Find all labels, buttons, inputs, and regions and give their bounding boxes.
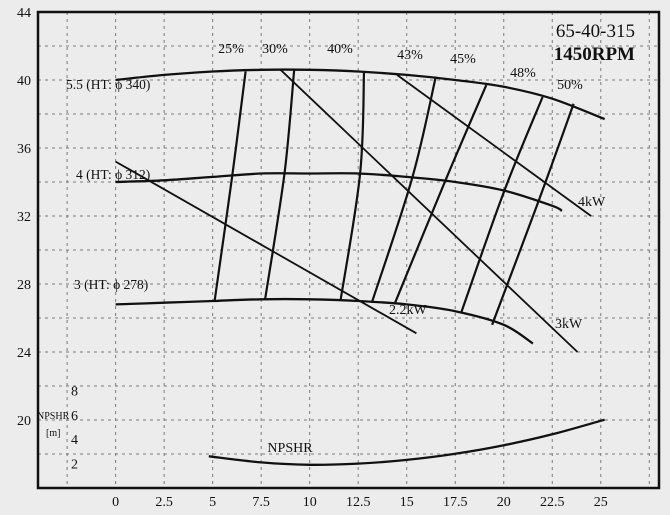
head-curve-0 (115, 68, 606, 121)
y-tick-label: 28 (17, 278, 31, 293)
efficiency-label: 48% (510, 66, 536, 81)
npshr-axis-label: NPSHR (37, 411, 70, 422)
plot-frame (36, 10, 661, 490)
power-line-3kw (279, 69, 579, 353)
x-tick-label: 0 (112, 495, 119, 510)
y-tick-label: 44 (17, 6, 31, 21)
x-tick-label: 2.5 (155, 495, 173, 510)
power-line-label: 2.2kW (389, 303, 428, 318)
head-curve-2 (115, 297, 534, 345)
efficiency-curves (213, 69, 575, 326)
efficiency-label: 43% (397, 48, 423, 63)
power-lines (115, 69, 592, 353)
npshr-tick-label: 2 (71, 458, 78, 473)
x-tick-label: 5 (209, 495, 216, 510)
y-tick-label: 36 (17, 142, 31, 157)
npshr-grid: 2 4 6 8 NPSHR [m] (37, 384, 78, 472)
y-tick-label: 24 (17, 346, 31, 361)
y-tick-label: 32 (17, 210, 31, 225)
tick-labels: 0 2.5 5 7.5 10 12.5 15 17.5 20 22.5 25202428323640… (17, 6, 608, 510)
x-tick-label: 22.5 (540, 495, 565, 510)
head-curve-label: 4 (HT: ϕ 312) (76, 167, 150, 182)
x-tick-label: 15 (400, 495, 414, 510)
x-tick-label: 25 (594, 495, 608, 510)
efficiency-curve-45pct (394, 84, 488, 304)
efficiency-curve-25pct (213, 71, 247, 302)
efficiency-curve-30pct (264, 69, 296, 300)
efficiency-curve-40pct (339, 71, 366, 300)
head-curves (115, 68, 606, 345)
efficiency-label: 40% (327, 42, 353, 57)
head-curve-label: 3 (HT: ϕ 278) (74, 277, 148, 292)
npshr-curve-group (208, 418, 606, 466)
power-line-label: 4kW (578, 195, 606, 210)
y-tick-label: 40 (17, 74, 31, 89)
efficiency-label: 25% (218, 42, 244, 57)
x-tick-label: 12.5 (346, 495, 371, 510)
npshr-tick-label: 4 (71, 433, 78, 448)
x-tick-label: 7.5 (252, 495, 270, 510)
npshr-axis-unit: [m] (46, 428, 60, 439)
head-curve-1 (115, 172, 563, 212)
chart-title: 65-40-315 (556, 21, 635, 42)
x-tick-label: 10 (303, 495, 317, 510)
npshr-curve-label: NPSHR (267, 441, 313, 456)
power-line-2-2kw (115, 160, 417, 335)
efficiency-curve-50pct (491, 103, 575, 326)
power-line-label: 3kW (555, 317, 583, 332)
efficiency-label: 50% (557, 78, 583, 93)
x-tick-label: 17.5 (443, 495, 468, 510)
npshr-tick-label: 6 (71, 409, 78, 424)
efficiency-curve-43pct (370, 76, 437, 304)
chart-subtitle: 1450RPM (554, 44, 635, 65)
efficiency-curve-48pct (460, 96, 544, 314)
y-tick-label: 20 (17, 414, 31, 429)
efficiency-label: 30% (262, 42, 288, 57)
x-tick-label: 20 (497, 495, 511, 510)
head-curve-label: 5.5 (HT: ϕ 340) (66, 77, 150, 92)
npshr-tick-label: 8 (71, 384, 78, 399)
npshr-curve (208, 418, 606, 466)
efficiency-label: 45% (450, 52, 476, 67)
power-line-4kw (396, 74, 592, 217)
curve-labels: 5.5 (HT: ϕ 340) 4 (HT: ϕ 312) 3 (HT: ϕ 278… (66, 42, 606, 456)
